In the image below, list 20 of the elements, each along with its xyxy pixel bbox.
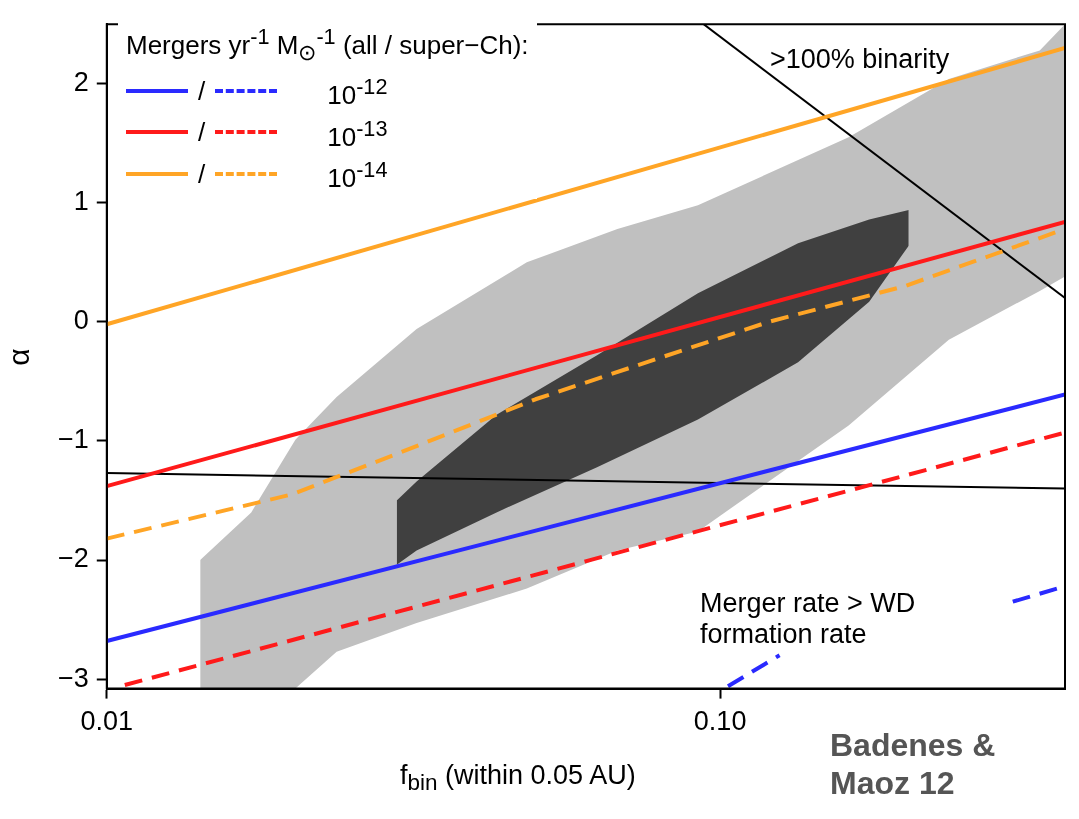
annotation: >100% binarity bbox=[770, 44, 951, 75]
annotation: / bbox=[198, 74, 206, 108]
legend-label: 10$^{-13}$ bbox=[327, 114, 388, 154]
annotation: / bbox=[198, 116, 206, 150]
x-tick-label: 0.01 bbox=[80, 706, 134, 737]
y-axis-title: α bbox=[1, 348, 36, 366]
x-tick-label: 0.10 bbox=[693, 706, 747, 737]
x-axis-title: f$_{bin}$ (within 0.05 AU) bbox=[400, 760, 636, 797]
annotation: Merger rate > WD formation rate bbox=[700, 588, 917, 650]
annotation: / bbox=[198, 158, 206, 191]
y-tick-label: 0 bbox=[73, 305, 89, 336]
legend-title: Mergers yr$^{-1}$ M$_{⊙}$$^{-1}$ (all / super−Ch): bbox=[126, 23, 529, 67]
y-tick-label: −1 bbox=[57, 424, 89, 455]
y-tick-label: 1 bbox=[73, 186, 89, 217]
text: Badenes & Maoz 12 bbox=[830, 726, 997, 802]
y-tick-label: 2 bbox=[73, 67, 89, 98]
y-tick-label: −2 bbox=[57, 543, 89, 574]
legend-label: 10$^{-12}$ bbox=[327, 72, 388, 112]
y-tick-label: −3 bbox=[57, 662, 89, 693]
legend-label: 10$^{-14}$ bbox=[327, 156, 388, 195]
